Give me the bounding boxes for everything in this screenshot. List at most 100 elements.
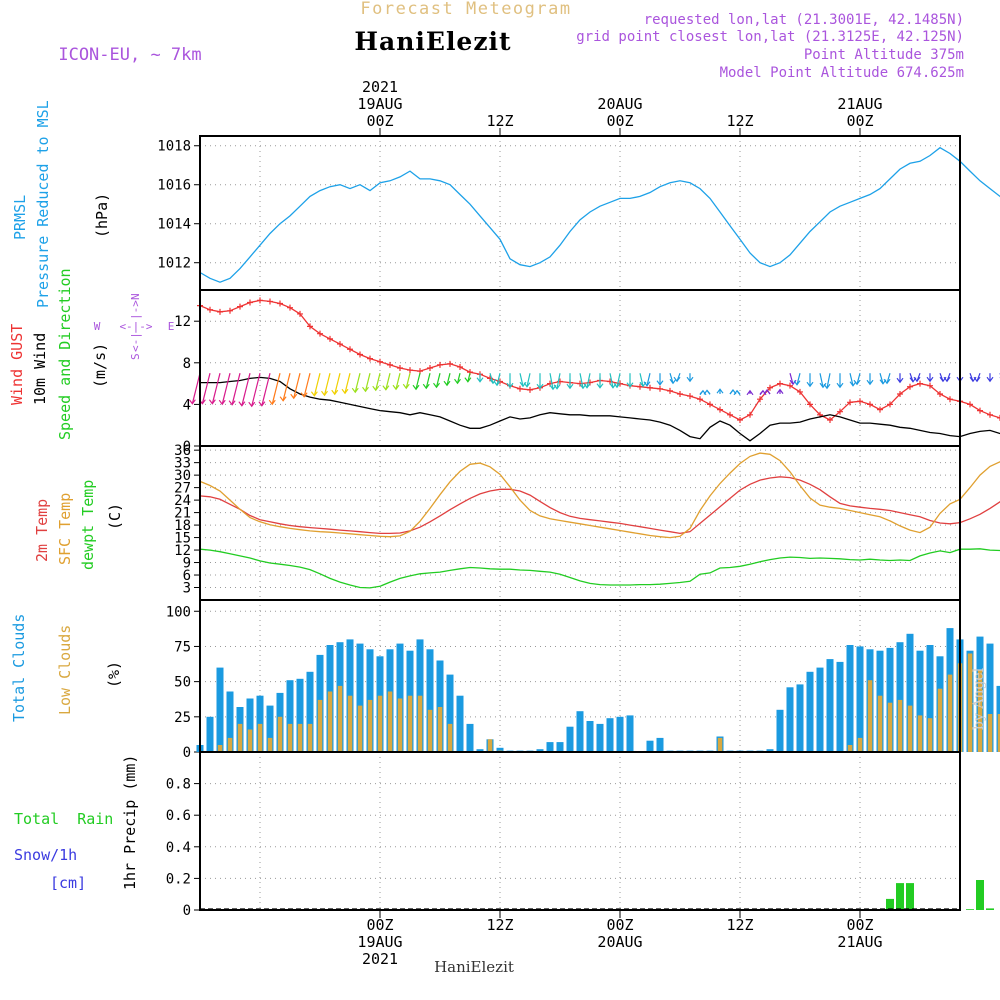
x-tick-label: 00Z — [366, 112, 393, 130]
wind-arrow — [354, 373, 361, 393]
gust-marker — [777, 380, 783, 387]
precip-axis-label: 1hr Precip (mm) — [121, 755, 139, 890]
x-tick-label: 12Z — [486, 112, 513, 130]
series-bar — [426, 649, 434, 752]
gust-marker — [847, 399, 853, 406]
wind-arrow — [375, 373, 381, 391]
panel-0: 1012 1014 1016 1018 — [157, 135, 1000, 291]
gust-marker — [427, 365, 433, 371]
wind-arrow — [616, 373, 621, 388]
gust-marker — [387, 361, 393, 368]
series-line — [199, 146, 1000, 283]
wind-arrow — [579, 373, 584, 389]
x-tick-label: 2021 — [362, 78, 398, 96]
series-bar — [286, 680, 294, 752]
gust-marker — [807, 401, 813, 408]
series-bar — [217, 745, 223, 752]
wind-arrow-head — [362, 386, 369, 393]
gust-marker — [287, 304, 293, 311]
series-bar — [847, 745, 853, 752]
wind-arrow-head — [669, 378, 677, 385]
pressure-labels: PRMSL Pressure Reduced to MSL (hPa) — [11, 100, 111, 308]
series-bar — [987, 714, 993, 752]
snow-cm-label: [cm] — [50, 874, 86, 892]
series-bar — [387, 691, 393, 752]
gust-marker — [357, 351, 363, 358]
gust-marker — [457, 363, 463, 370]
series-bar — [487, 739, 493, 752]
compass-w: W — [94, 320, 101, 333]
series-bar — [257, 723, 263, 752]
y-tick-label: 6 — [183, 568, 191, 584]
panel-frame — [199, 135, 961, 291]
wind-arrow-head — [372, 385, 380, 392]
series-bar — [306, 671, 314, 752]
series-bar — [886, 647, 894, 752]
gust-marker — [977, 407, 983, 414]
y-tick-label: 1016 — [157, 178, 191, 194]
wind-arrow-head — [218, 399, 226, 406]
series-bar — [337, 685, 343, 752]
wind-arrow-head — [279, 396, 287, 402]
y-tick-label: 8 — [183, 356, 191, 372]
series-bar — [606, 718, 614, 752]
y-tick-label: 100 — [166, 604, 191, 620]
series-bar — [846, 645, 854, 752]
gust-marker — [877, 406, 883, 413]
series-bar — [216, 667, 224, 752]
y-tick-label: 1018 — [157, 139, 191, 155]
wind-arrow-head — [433, 382, 440, 389]
wind-arrow-head — [331, 389, 339, 396]
wind-arrow — [879, 373, 884, 384]
series-bar — [857, 737, 863, 752]
rain-label: Total Rain — [14, 810, 113, 828]
series-bar — [816, 667, 824, 752]
wind-arrow-head — [188, 399, 196, 405]
series-bar — [377, 695, 383, 752]
series-bar — [556, 742, 564, 752]
series-bar — [347, 695, 353, 752]
series-bar — [916, 650, 924, 752]
series-bar — [417, 695, 423, 752]
wind-arrow-head — [849, 381, 857, 387]
gust-marker — [647, 384, 653, 391]
series-line — [199, 452, 1000, 539]
gust-marker — [707, 401, 713, 408]
x-tick-label: 00Z — [606, 112, 633, 130]
wind-arrow-head — [464, 377, 472, 383]
gust-marker — [737, 417, 743, 423]
series-line — [199, 299, 1000, 421]
series-bar — [967, 653, 973, 752]
wind-arrow — [293, 373, 301, 399]
model-label: ICON-EU, ~ 7km — [58, 45, 201, 65]
gust-marker — [527, 386, 533, 393]
wind-arrow — [819, 373, 824, 388]
series-bar — [856, 646, 864, 752]
gust-marker — [837, 408, 843, 415]
series-bar — [887, 702, 893, 752]
series-bar — [786, 687, 794, 752]
series-bar — [867, 680, 873, 752]
y-tick-label: 0.6 — [166, 808, 191, 824]
gust-marker — [247, 299, 253, 306]
gust-marker — [917, 380, 923, 387]
x-tick-label: 21AUG — [837, 95, 882, 113]
x-tick-label: 00Z — [606, 916, 633, 934]
gust-marker — [447, 360, 453, 367]
compass-e: E — [168, 320, 175, 333]
point-altitude: Point Altitude 375m — [804, 47, 964, 63]
series-bar — [906, 883, 914, 910]
series-bar — [766, 749, 774, 752]
gust-marker — [897, 391, 903, 397]
x-tick-label: 21AUG — [837, 933, 882, 951]
series-bar — [576, 711, 584, 752]
wind-arrow-head — [412, 384, 420, 391]
wind-arrow-head — [973, 376, 981, 383]
gust-marker — [727, 411, 733, 418]
gust-marker — [797, 388, 803, 395]
gust-marker — [217, 308, 223, 315]
y-tick-label: 50 — [174, 675, 191, 691]
gust-marker — [657, 385, 663, 392]
series-bar — [456, 695, 464, 752]
